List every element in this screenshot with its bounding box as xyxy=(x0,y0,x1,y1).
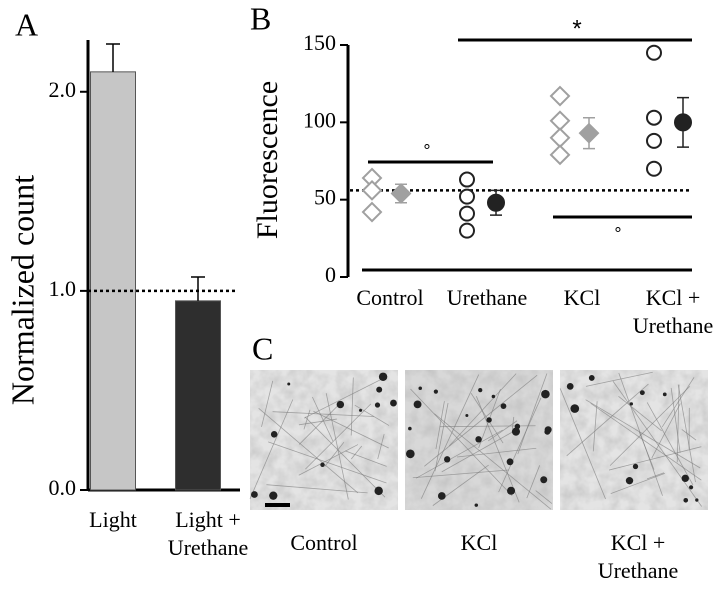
cell-body xyxy=(465,414,468,417)
error-bar xyxy=(106,44,120,72)
cell-body xyxy=(540,476,547,483)
cell-body xyxy=(640,390,645,395)
cell-body xyxy=(683,498,688,503)
x-tick-label: Urethane xyxy=(447,285,528,310)
cell-body xyxy=(269,492,277,500)
micrograph-texture xyxy=(560,370,708,510)
x-tick-label: Control xyxy=(356,285,423,310)
cell-body xyxy=(375,402,380,407)
data-point xyxy=(551,112,569,130)
cell-body xyxy=(478,388,482,392)
x-tick-label: KCl +Urethane xyxy=(633,285,714,338)
cell-body xyxy=(544,429,550,435)
data-point xyxy=(551,129,569,147)
mean-point xyxy=(675,114,691,130)
x-tick-label: Light xyxy=(89,507,137,532)
bar xyxy=(176,301,221,490)
annotation: ° xyxy=(614,224,621,244)
mean-point xyxy=(580,124,598,142)
annotation: ° xyxy=(423,141,430,161)
image-label: Control xyxy=(290,530,357,555)
error-bar xyxy=(191,277,205,301)
cell-body xyxy=(682,475,689,482)
panel-label: A xyxy=(15,6,38,42)
cell-body xyxy=(438,492,446,500)
cell-body xyxy=(589,375,595,381)
data-point xyxy=(363,203,381,221)
panel-label: C xyxy=(252,330,273,366)
cell-body xyxy=(475,503,478,506)
cell-body xyxy=(390,400,397,407)
bar xyxy=(91,72,136,490)
cell-body xyxy=(626,477,633,484)
cell-body xyxy=(475,436,481,442)
cell-body xyxy=(434,390,438,394)
cell-body xyxy=(374,487,382,495)
x-tick-label: Light +Urethane xyxy=(168,507,249,560)
data-point xyxy=(551,87,569,105)
cell-body xyxy=(320,463,324,467)
cell-body xyxy=(418,387,422,391)
y-tick-label: 100 xyxy=(303,107,336,132)
cell-body xyxy=(507,487,515,495)
image-label: KCl +Urethane xyxy=(598,530,679,583)
cell-body xyxy=(337,401,344,408)
y-tick-label: 1.0 xyxy=(49,276,77,301)
cell-body xyxy=(501,403,507,409)
cell-body xyxy=(570,404,579,413)
data-point xyxy=(551,146,569,164)
y-tick-label: 0.0 xyxy=(49,475,77,500)
cell-body xyxy=(406,450,415,459)
y-tick-label: 50 xyxy=(314,185,336,210)
cell-body xyxy=(507,458,514,465)
data-point xyxy=(460,190,474,204)
cell-body xyxy=(541,390,550,399)
y-tick-label: 2.0 xyxy=(49,77,77,102)
cell-body xyxy=(486,417,491,422)
data-point xyxy=(647,111,661,125)
y-tick-label: 150 xyxy=(303,30,336,55)
micrograph xyxy=(250,370,398,510)
micrograph xyxy=(405,370,553,510)
data-point xyxy=(460,224,474,238)
cell-body xyxy=(251,491,258,498)
scale-bar xyxy=(265,503,290,507)
cell-body xyxy=(695,498,698,501)
cell-body xyxy=(376,387,382,393)
data-point xyxy=(647,46,661,60)
annotation: * xyxy=(572,15,581,42)
cell-body xyxy=(512,428,520,436)
micrograph xyxy=(560,370,708,510)
y-axis-label: Normalized count xyxy=(4,175,40,405)
cell-body xyxy=(359,409,362,412)
cell-body xyxy=(492,395,495,398)
y-axis-label: Fluorescence xyxy=(251,81,284,239)
data-point xyxy=(647,134,661,148)
data-point xyxy=(460,207,474,221)
mean-point xyxy=(392,184,410,202)
cell-body xyxy=(630,402,633,405)
panel-label: B xyxy=(250,0,271,36)
cell-body xyxy=(567,383,574,390)
cell-body xyxy=(408,427,412,431)
cell-body xyxy=(663,393,667,397)
image-label: KCl xyxy=(461,530,498,555)
mean-point xyxy=(488,195,504,211)
cell-body xyxy=(287,383,290,386)
data-point xyxy=(460,173,474,187)
y-tick-label: 0 xyxy=(325,262,336,287)
cell-body xyxy=(379,373,387,381)
cell-body xyxy=(414,400,422,408)
cell-body xyxy=(444,456,450,462)
data-point xyxy=(363,181,381,199)
cell-body xyxy=(271,431,278,438)
data-point xyxy=(647,162,661,176)
x-tick-label: KCl xyxy=(564,285,601,310)
cell-body xyxy=(689,485,693,489)
cell-body xyxy=(633,464,638,469)
